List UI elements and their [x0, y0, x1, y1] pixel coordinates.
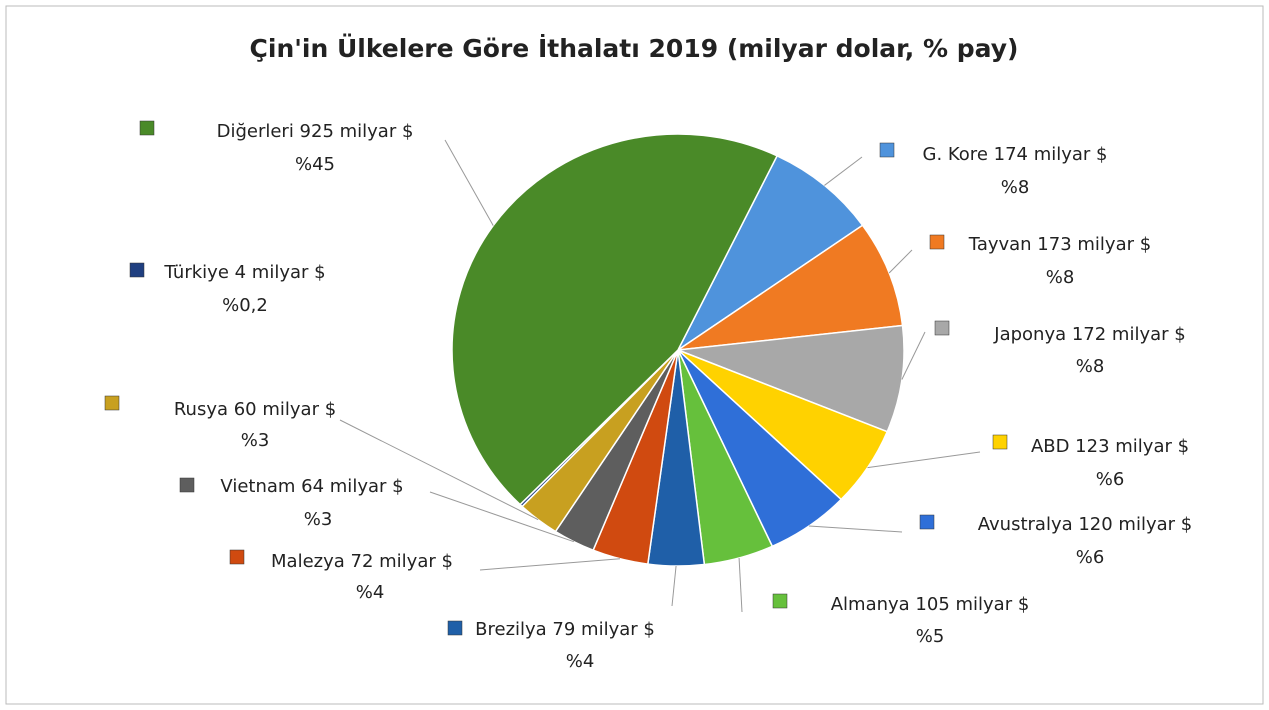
- slice-label: Vietnam 64 milyar $: [220, 476, 403, 497]
- legend-swatch: [179, 477, 195, 493]
- leader-line: [444, 139, 494, 226]
- slice-label: Avustralya 120 milyar $: [978, 514, 1192, 535]
- value-label: %8: [1001, 177, 1030, 198]
- legend-swatch: [919, 514, 935, 530]
- value-label: %5: [916, 626, 945, 647]
- slice-label: ABD 123 milyar $: [1031, 436, 1189, 457]
- value-label: %8: [1076, 356, 1105, 377]
- leader-line: [809, 525, 903, 533]
- slice-label: Diğerleri 925 milyar $: [217, 121, 414, 142]
- slice-label: Brezilya 79 milyar $: [475, 619, 655, 640]
- value-label: %6: [1076, 547, 1105, 568]
- slice-label: Rusya 60 milyar $: [174, 399, 336, 420]
- value-label: %6: [1096, 469, 1125, 490]
- leader-line: [339, 419, 539, 521]
- slice-label: Malezya 72 milyar $: [271, 551, 453, 572]
- leader-line: [738, 557, 743, 613]
- legend-swatch: [129, 262, 145, 278]
- legend-swatch: [879, 142, 895, 158]
- legend-swatch: [772, 593, 788, 609]
- slice-label: G. Kore 174 milyar $: [923, 144, 1108, 165]
- slice-label: Japonya 172 milyar $: [993, 324, 1185, 345]
- value-label: %8: [1046, 267, 1075, 288]
- pie-slice: [451, 133, 779, 506]
- legend-swatch: [447, 620, 463, 636]
- leader-line: [429, 491, 575, 543]
- value-label: %3: [304, 509, 333, 530]
- slice-label: Türkiye 4 milyar $: [163, 262, 325, 283]
- leader-line: [867, 451, 981, 469]
- chart-title: Çin'in Ülkelere Göre İthalatı 2019 (mily…: [250, 33, 1019, 63]
- legend-swatch: [929, 234, 945, 250]
- leader-line: [479, 558, 621, 571]
- slice-label: Tayvan 173 milyar $: [968, 234, 1151, 255]
- value-label: %3: [241, 430, 270, 451]
- legend-swatch: [104, 395, 120, 411]
- value-label: %4: [356, 582, 385, 603]
- slice-label: Almanya 105 milyar $: [831, 594, 1030, 615]
- legend-swatch: [229, 549, 245, 565]
- leader-line: [901, 331, 926, 380]
- legend-swatch: [992, 434, 1008, 450]
- value-label: %45: [295, 154, 335, 175]
- value-label: %4: [566, 651, 595, 672]
- legend-swatch: [934, 320, 950, 336]
- legend-swatch: [139, 120, 155, 136]
- leader-line: [824, 156, 863, 186]
- leader-line: [671, 565, 677, 607]
- leader-line: [888, 249, 913, 274]
- value-label: %0,2: [222, 295, 268, 316]
